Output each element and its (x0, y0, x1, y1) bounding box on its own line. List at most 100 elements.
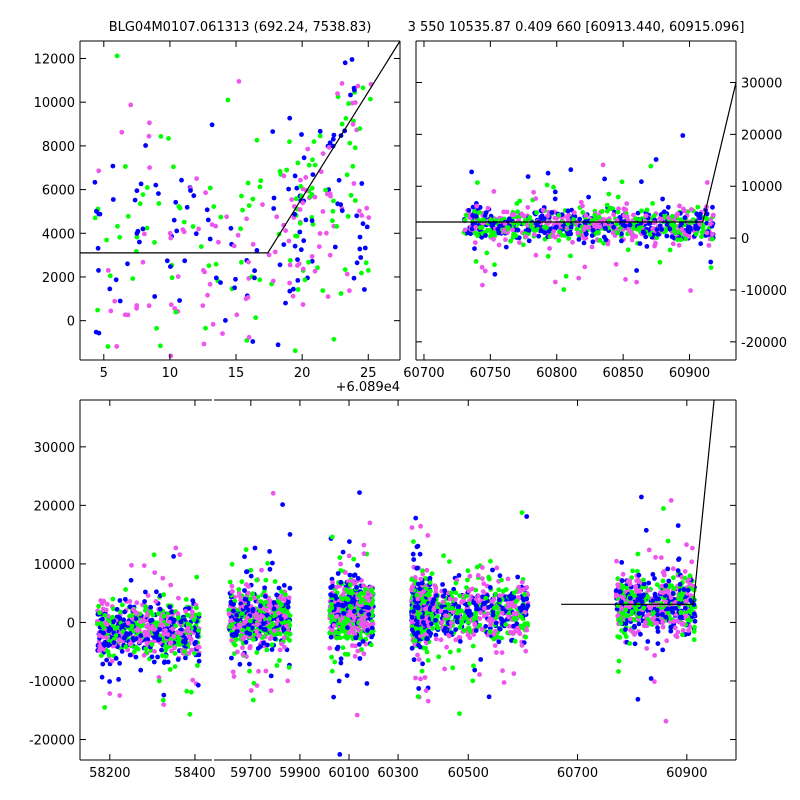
data-point (439, 620, 444, 625)
data-point (429, 571, 435, 576)
data-point (281, 635, 287, 640)
data-point (193, 231, 199, 237)
data-point (613, 588, 619, 594)
data-point (708, 259, 714, 265)
x-tick-label: 60750 (470, 366, 511, 381)
data-point (367, 520, 373, 526)
data-point (136, 639, 142, 645)
data-point (486, 574, 491, 580)
data-point (604, 202, 610, 208)
data-point (477, 225, 483, 231)
data-point (143, 589, 148, 595)
data-point (650, 617, 656, 623)
data-point (360, 620, 365, 625)
data-point (515, 209, 520, 215)
data-point (563, 273, 569, 279)
data-point (676, 601, 682, 606)
data-point (364, 681, 370, 686)
data-point (229, 589, 235, 594)
data-point (547, 226, 553, 232)
data-point (361, 651, 367, 657)
data-point (123, 164, 128, 169)
data-point (415, 630, 421, 635)
data-point (326, 144, 332, 150)
data-point (665, 589, 671, 595)
data-point (346, 101, 351, 106)
data-point (311, 139, 317, 145)
data-point (639, 208, 644, 214)
data-point (347, 288, 352, 294)
data-point (99, 601, 105, 606)
data-point (186, 650, 192, 656)
data-point (634, 268, 639, 273)
data-point (689, 207, 694, 212)
data-point (477, 616, 483, 621)
data-point (291, 286, 296, 292)
data-point (251, 595, 257, 601)
data-point (129, 562, 134, 568)
data-point (368, 96, 373, 102)
data-point (237, 661, 243, 667)
data-point (471, 616, 477, 622)
data-point (483, 624, 489, 629)
data-point (263, 599, 269, 605)
data-point (456, 573, 462, 578)
data-point (104, 237, 109, 243)
data-point (667, 226, 673, 232)
data-point (99, 653, 104, 658)
data-point (698, 241, 704, 247)
data-point (464, 593, 469, 599)
data-point (117, 660, 122, 666)
data-point (466, 625, 472, 631)
data-point (258, 603, 263, 609)
y-tick-label: 8000 (42, 140, 75, 155)
data-point (619, 231, 624, 237)
data-point (253, 315, 259, 321)
data-point (267, 602, 273, 608)
data-point (96, 603, 101, 609)
data-point (309, 254, 315, 259)
data-point (143, 143, 149, 148)
data-point (586, 194, 591, 200)
data-point (619, 179, 625, 185)
data-point (171, 634, 177, 639)
data-point (148, 609, 154, 615)
data-point (635, 696, 641, 702)
data-point (152, 649, 158, 654)
data-point (246, 334, 252, 340)
data-point (118, 609, 124, 615)
data-point (192, 627, 198, 633)
data-point (652, 243, 657, 249)
data-point (285, 609, 290, 615)
data-point (287, 258, 293, 263)
data-point (196, 226, 202, 232)
data-point (633, 584, 639, 589)
data-point (669, 213, 675, 219)
data-point (306, 162, 312, 168)
data-point (195, 663, 200, 668)
data-point (140, 226, 146, 232)
data-point (678, 237, 684, 243)
data-point (523, 234, 529, 240)
data-point (473, 628, 479, 633)
data-point (653, 554, 658, 560)
data-point (303, 217, 309, 223)
data-point (298, 177, 303, 183)
data-point (229, 561, 235, 567)
data-point (158, 343, 163, 349)
data-point (528, 222, 534, 227)
data-point (415, 543, 421, 549)
data-point (520, 587, 526, 592)
data-point (298, 184, 304, 189)
data-point (330, 218, 335, 224)
data-point (365, 628, 370, 633)
data-point (268, 635, 274, 640)
data-point (117, 234, 123, 240)
data-point (194, 574, 200, 580)
data-point (443, 613, 448, 618)
data-point (331, 132, 337, 138)
data-point (308, 194, 313, 199)
data-point (360, 639, 366, 644)
data-point (436, 654, 442, 660)
